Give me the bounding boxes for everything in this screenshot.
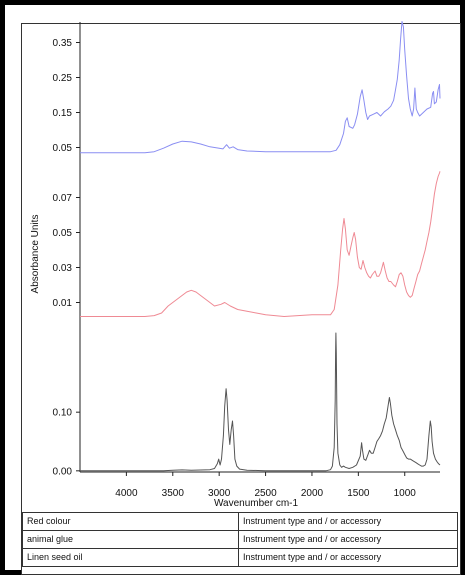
instrument-info: Instrument type and / or accessory <box>238 530 458 549</box>
table-row: Linen seed oil Instrument type and / or … <box>22 548 458 567</box>
table-row: Red colour Instrument type and / or acce… <box>22 512 458 531</box>
y-tick-label: 0.25 <box>53 73 73 84</box>
y-tick-label: 0.35 <box>53 38 73 49</box>
y-tick-label: 0.10 <box>53 408 73 419</box>
spectrum-line-animal-glue <box>80 171 441 317</box>
instrument-info: Instrument type and / or accessory <box>238 548 458 567</box>
x-tick-label: 2000 <box>301 488 324 499</box>
x-tick-label: 4000 <box>115 488 138 499</box>
y-axis-title: Absorbance Units <box>30 215 41 294</box>
sample-name: animal glue <box>22 530 239 549</box>
instrument-info: Instrument type and / or accessory <box>238 512 458 531</box>
y-tick-label: 0.05 <box>53 228 73 239</box>
figure-panel <box>21 23 461 575</box>
x-tick-label: 3000 <box>208 488 231 499</box>
table-row: animal glue Instrument type and / or acc… <box>22 530 458 549</box>
spectrum-line-linen-seed-oil <box>80 332 441 472</box>
y-tick-label: 0.01 <box>53 298 73 309</box>
y-tick-label: 0.05 <box>53 143 73 154</box>
x-tick-label: 3500 <box>162 488 185 499</box>
y-tick-label: 0.15 <box>53 108 73 119</box>
sample-table: Red colour Instrument type and / or acce… <box>22 512 458 567</box>
y-tick-label: 0.07 <box>53 193 73 204</box>
x-tick-label: 2500 <box>254 488 277 499</box>
spectrum-line-red-colour <box>80 21 441 154</box>
plot-area: 4000 3500 3000 2500 2000 1500 1000 0.35 0.25 0.15… <box>53 21 441 499</box>
y-tick-label: 0.00 <box>53 466 73 477</box>
sample-name: Linen seed oil <box>22 548 239 567</box>
sample-name: Red colour <box>22 512 239 531</box>
x-axis-title: Wavenumber cm-1 <box>214 498 299 509</box>
x-tick-label: 1500 <box>347 488 370 499</box>
x-tick-label: 1000 <box>394 488 417 499</box>
y-tick-label: 0.03 <box>53 263 73 274</box>
